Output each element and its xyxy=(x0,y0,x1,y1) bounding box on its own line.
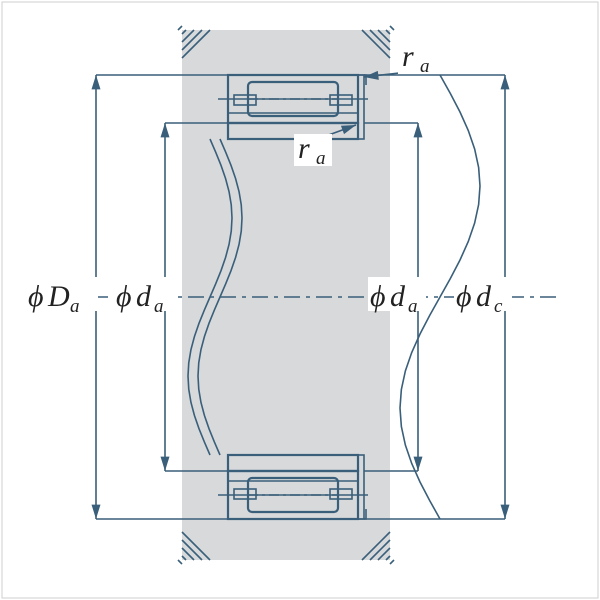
svg-text:ϕ: ϕ xyxy=(116,280,132,313)
svg-text:c: c xyxy=(494,296,503,317)
svg-text:d: d xyxy=(390,280,406,313)
svg-text:a: a xyxy=(420,56,430,77)
svg-text:D: D xyxy=(47,280,70,313)
svg-text:ϕ: ϕ xyxy=(370,280,386,313)
svg-text:a: a xyxy=(408,296,418,317)
svg-text:a: a xyxy=(70,296,80,317)
svg-text:d: d xyxy=(476,280,492,313)
svg-text:r: r xyxy=(402,40,414,73)
svg-text:d: d xyxy=(136,280,152,313)
svg-text:ϕ: ϕ xyxy=(28,280,44,313)
svg-text:r: r xyxy=(298,132,310,165)
svg-text:a: a xyxy=(316,148,326,169)
svg-text:a: a xyxy=(154,296,164,317)
svg-text:ϕ: ϕ xyxy=(456,280,472,313)
